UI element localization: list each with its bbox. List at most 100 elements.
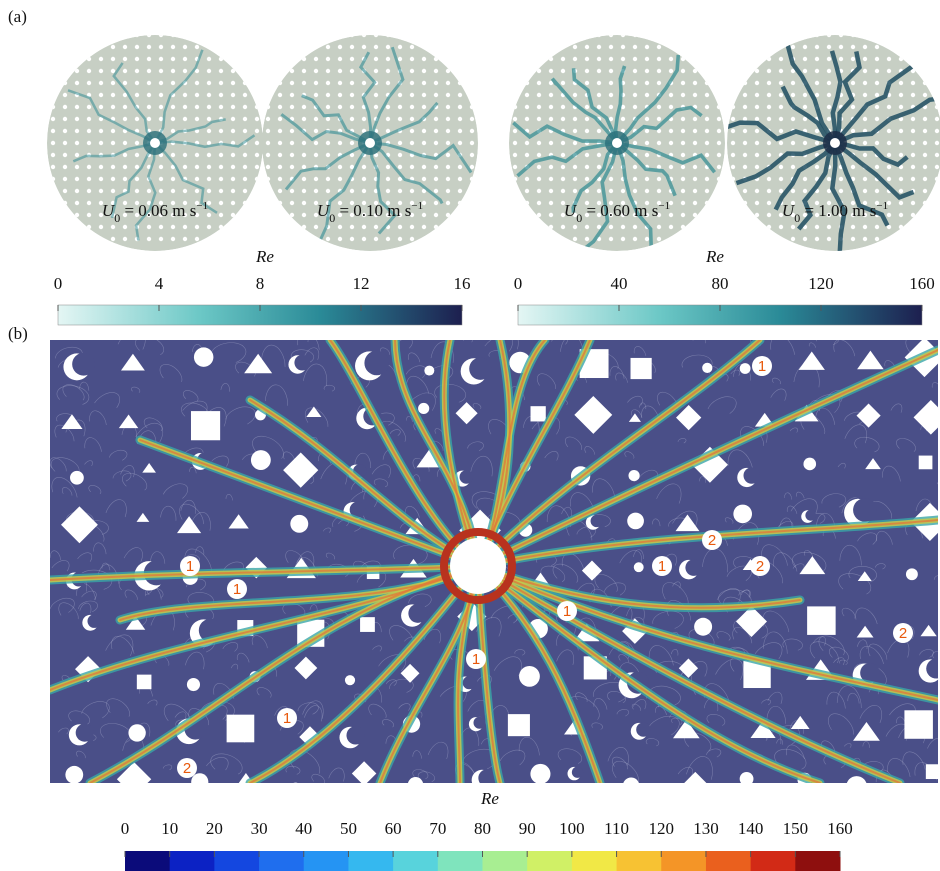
obstacle bbox=[743, 69, 747, 73]
region-label: 2 bbox=[899, 625, 907, 642]
obstacle bbox=[561, 69, 565, 73]
obstacle bbox=[827, 45, 831, 49]
obstacle bbox=[111, 225, 115, 229]
obstacle bbox=[537, 81, 541, 85]
obstacle bbox=[717, 45, 721, 49]
obstacle bbox=[147, 93, 151, 97]
obstacle bbox=[111, 129, 115, 133]
obstacle bbox=[338, 165, 342, 169]
colorbar-band bbox=[304, 851, 349, 871]
obstacle bbox=[731, 141, 735, 145]
obstacle bbox=[513, 141, 517, 145]
obstacle bbox=[350, 33, 354, 37]
obstacle bbox=[693, 141, 697, 145]
obstacle bbox=[470, 45, 474, 49]
obstacle bbox=[231, 129, 235, 133]
obstacle bbox=[717, 81, 721, 85]
obstacle bbox=[623, 777, 639, 793]
obstacle-cut bbox=[685, 559, 702, 576]
obstacle bbox=[767, 69, 771, 73]
obstacle bbox=[422, 237, 426, 241]
obstacle bbox=[398, 189, 402, 193]
obstacle bbox=[887, 129, 891, 133]
obstacle bbox=[702, 363, 712, 373]
obstacle bbox=[743, 33, 747, 37]
obstacle bbox=[609, 189, 613, 193]
obstacle bbox=[525, 105, 529, 109]
obstacle bbox=[561, 105, 565, 109]
obstacle bbox=[537, 93, 541, 97]
obstacle bbox=[681, 237, 685, 241]
obstacle bbox=[159, 81, 163, 85]
obstacle bbox=[681, 129, 685, 133]
obstacle bbox=[633, 189, 637, 193]
obstacle-cut bbox=[473, 717, 485, 729]
obstacle bbox=[875, 45, 879, 49]
obstacle bbox=[219, 153, 223, 157]
obstacle bbox=[851, 81, 855, 85]
obstacle bbox=[693, 45, 697, 49]
obstacle bbox=[923, 213, 927, 217]
obstacle bbox=[326, 237, 330, 241]
obstacle bbox=[314, 237, 318, 241]
obstacle bbox=[633, 165, 637, 169]
obstacle bbox=[326, 117, 330, 121]
obstacle bbox=[191, 773, 208, 790]
obstacle bbox=[434, 45, 438, 49]
obstacle bbox=[434, 201, 438, 205]
obstacle bbox=[634, 562, 644, 572]
obstacle bbox=[87, 201, 91, 205]
obstacle bbox=[693, 93, 697, 97]
obstacle bbox=[446, 81, 450, 85]
obstacle bbox=[537, 141, 541, 145]
obstacle bbox=[597, 105, 601, 109]
obstacle bbox=[815, 57, 819, 61]
obstacle bbox=[398, 57, 402, 61]
obstacle bbox=[302, 33, 306, 37]
obstacle bbox=[633, 225, 637, 229]
obstacle bbox=[899, 105, 903, 109]
obstacle bbox=[731, 153, 735, 157]
obstacle bbox=[398, 153, 402, 157]
colorbar-tick-label: 150 bbox=[783, 819, 809, 838]
obstacle bbox=[207, 57, 211, 61]
obstacle bbox=[681, 93, 685, 97]
obstacle bbox=[434, 129, 438, 133]
obstacle bbox=[207, 117, 211, 121]
obstacle bbox=[669, 45, 673, 49]
colorbar-tick-label: 4 bbox=[155, 274, 164, 293]
obstacle bbox=[302, 57, 306, 61]
colorbar-tick-label: 16 bbox=[454, 274, 471, 293]
obstacle bbox=[693, 69, 697, 73]
obstacle bbox=[446, 213, 450, 217]
obstacle bbox=[278, 33, 282, 37]
obstacle bbox=[63, 237, 67, 241]
obstacle bbox=[573, 57, 577, 61]
obstacle bbox=[422, 69, 426, 73]
obstacle bbox=[585, 57, 589, 61]
obstacle bbox=[731, 33, 735, 37]
obstacle bbox=[314, 33, 318, 37]
obstacle bbox=[803, 45, 807, 49]
obstacle bbox=[887, 57, 891, 61]
obstacle bbox=[899, 237, 903, 241]
panel-label: (b) bbox=[8, 324, 28, 343]
obstacle bbox=[717, 201, 721, 205]
obstacle bbox=[621, 57, 625, 61]
obstacle-cut bbox=[293, 782, 306, 795]
obstacle bbox=[899, 141, 903, 145]
obstacle bbox=[75, 33, 79, 37]
obstacle bbox=[434, 81, 438, 85]
obstacle bbox=[863, 189, 867, 193]
obstacle bbox=[75, 165, 79, 169]
obstacle bbox=[887, 213, 891, 217]
obstacle bbox=[561, 81, 565, 85]
obstacle bbox=[99, 105, 103, 109]
obstacle bbox=[171, 225, 175, 229]
obstacle bbox=[851, 225, 855, 229]
obstacle bbox=[243, 33, 247, 37]
obstacle bbox=[669, 141, 673, 145]
obstacle bbox=[374, 69, 378, 73]
obstacle bbox=[290, 153, 294, 157]
obstacle bbox=[111, 165, 115, 169]
